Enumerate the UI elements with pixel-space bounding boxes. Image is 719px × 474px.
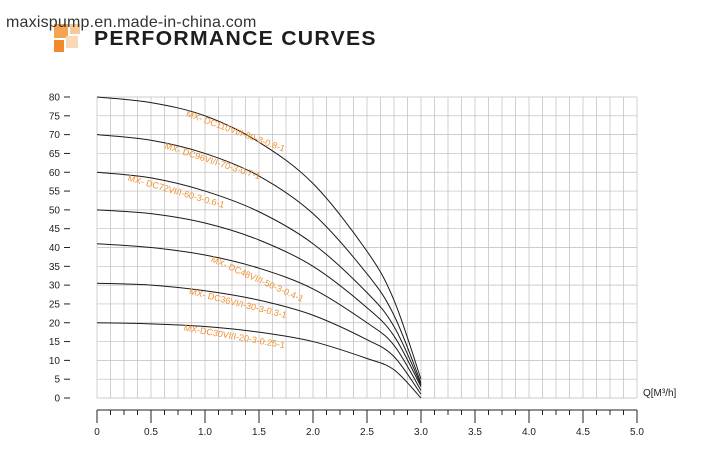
performance-curve (96, 134, 422, 384)
curve-labels: MX- DC110VI/I-80-3-0.8-1MX- DC96VI/I-70-… (127, 109, 305, 351)
y-tick-label: 60 (49, 168, 61, 179)
curves (96, 96, 422, 399)
y-tick-label: 50 (49, 205, 61, 216)
chart-title: PERFORMANCE CURVES (94, 28, 377, 50)
x-axis: 0 0.5 1.0 1.5 2.0 2.5 3.0 3.5 4.0 4.5 5.0 (94, 409, 644, 438)
y-tick-label: 30 (49, 281, 61, 292)
x-tick-label: 0.5 (144, 427, 158, 438)
logo-square-3 (54, 40, 64, 52)
y-tick-label: 20 (49, 318, 61, 329)
x-tick-label: 1.0 (198, 427, 212, 438)
chart-grid (96, 96, 638, 399)
y-tick-label: 70 (49, 130, 61, 141)
y-tick-label: 0 (54, 394, 60, 405)
y-axis: 0 5 10 15 20 25 30 35 40 45 50 55 60 65 70 75 80 (49, 93, 70, 405)
x-tick-label: 3.0 (414, 427, 428, 438)
y-tick-label: 65 (49, 149, 61, 160)
curve-label: MX-DC30VI/I-20-3-0.25-1 (183, 323, 286, 351)
curve-label: MX- DC110VI/I-80-3-0.8-1 (185, 109, 287, 154)
y-tick-label: 75 (49, 111, 61, 122)
performance-curve (96, 322, 422, 399)
y-tick-label: 80 (49, 93, 61, 104)
y-tick-label: 55 (49, 187, 61, 198)
y-tick-label: 35 (49, 262, 61, 273)
watermark-text: maxispump.en.made-in-china.com (6, 14, 257, 31)
logo-square-1 (54, 24, 68, 38)
y-tick-label: 25 (49, 299, 61, 310)
logo-square-4 (66, 36, 78, 48)
x-tick-label: 4.0 (522, 427, 536, 438)
y-tick-label: 40 (49, 243, 61, 254)
x-tick-label: 2.0 (306, 427, 320, 438)
performance-curve (96, 243, 422, 391)
x-tick-label: 2.5 (360, 427, 374, 438)
y-tick-label: 45 (49, 224, 61, 235)
x-tick-label: 0 (94, 427, 100, 438)
performance-curve (96, 282, 422, 395)
logo-square-2 (70, 24, 80, 34)
y-tick-label: 15 (49, 337, 61, 348)
x-axis-unit: Q[M³/h] (643, 388, 677, 399)
performance-curve (96, 209, 422, 387)
x-tick-label: 4.5 (576, 427, 590, 438)
performance-curve (96, 96, 422, 380)
y-tick-label: 10 (49, 356, 61, 367)
x-tick-label: 3.5 (468, 427, 482, 438)
x-tick-label: 5.0 (630, 427, 644, 438)
performance-curve (96, 171, 422, 386)
y-tick-label: 5 (54, 375, 60, 386)
x-tick-label: 1.5 (252, 427, 266, 438)
